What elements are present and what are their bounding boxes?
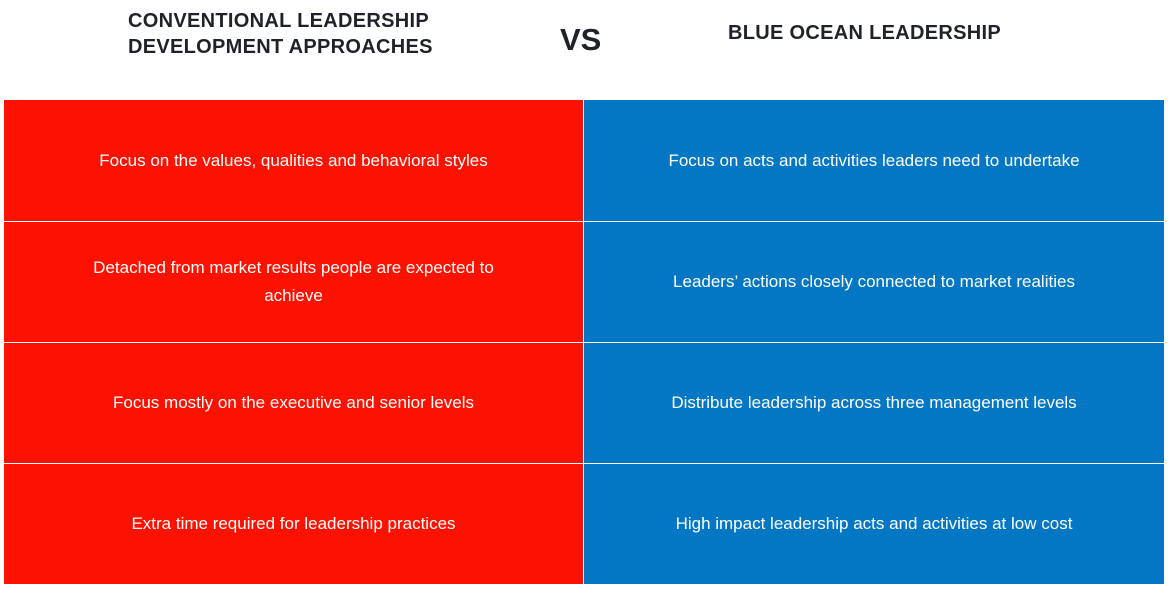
conventional-leadership-title: CONVENTIONAL LEADERSHIP DEVELOPMENT APPR…: [128, 10, 433, 58]
conventional-cell-2: Detached from market results people are …: [4, 221, 584, 342]
conventional-cell-1: Focus on the values, qualities and behav…: [4, 100, 584, 221]
comparison-header: CONVENTIONAL LEADERSHIP DEVELOPMENT APPR…: [0, 0, 1171, 100]
blue-ocean-leadership-title: BLUE OCEAN LEADERSHIP: [728, 22, 1001, 44]
blue-ocean-cell-4: High impact leadership acts and activiti…: [584, 463, 1164, 584]
blue-ocean-cell-3: Distribute leadership across three manag…: [584, 342, 1164, 463]
vs-label: VS: [560, 22, 602, 57]
blue-ocean-cell-2: Leaders’ actions closely connected to ma…: [584, 221, 1164, 342]
blue-ocean-cell-1: Focus on acts and activities leaders nee…: [584, 100, 1164, 221]
comparison-table: Focus on the values, qualities and behav…: [4, 100, 1164, 584]
conventional-cell-3: Focus mostly on the executive and senior…: [4, 342, 584, 463]
conventional-cell-4: Extra time required for leadership pract…: [4, 463, 584, 584]
